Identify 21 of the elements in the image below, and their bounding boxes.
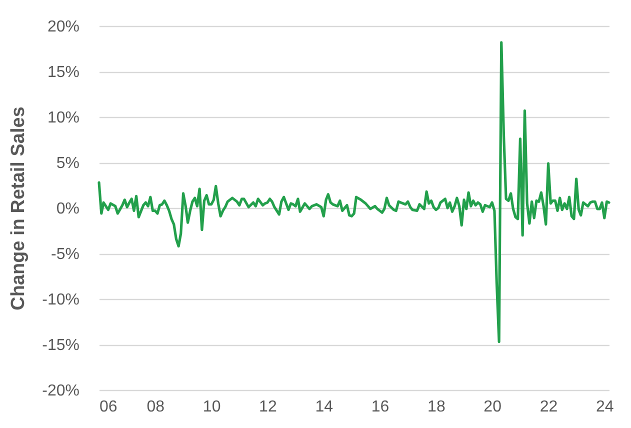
x-tick-label: 12 [259,398,277,416]
y-tick-label: 0% [56,200,80,218]
x-tick-label: 24 [596,398,614,416]
x-tick-label: 22 [540,398,558,416]
x-tick-label: 06 [100,398,118,416]
x-tick-label: 08 [146,398,165,416]
y-tick-label: 10% [47,110,80,126]
x-tick-label: 20 [484,398,502,416]
x-tick-label: 10 [202,398,221,416]
y-tick-label: 15% [47,64,80,81]
y-tick-label: -20% [42,382,80,400]
x-tick-label: 18 [428,398,446,416]
y-tick-label: -10% [42,292,80,308]
x-tick-label: 14 [315,398,334,416]
y-axis-title: Change in Retail Sales [8,106,30,310]
y-tick-label: 20% [47,18,80,36]
y-tick-label: 5% [56,155,80,172]
x-tick-label: 16 [371,398,390,416]
line-series [98,41,610,344]
y-tick-label: -5% [51,246,80,263]
y-tick-label: -15% [42,337,80,354]
